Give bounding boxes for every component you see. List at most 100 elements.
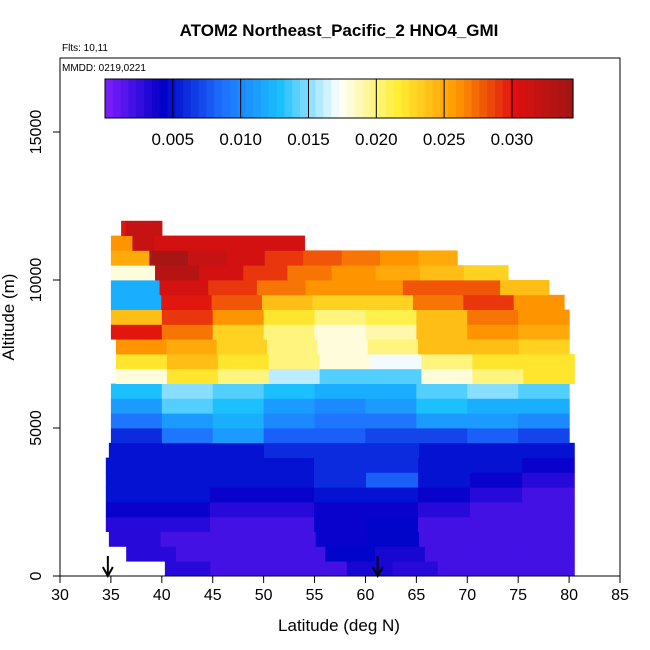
curtain-cell xyxy=(212,309,265,325)
colorbar-segment xyxy=(284,79,293,118)
curtain-cell xyxy=(366,516,419,532)
curtain-cell xyxy=(212,398,265,414)
curtain-cell xyxy=(110,383,163,399)
curtain-cell xyxy=(157,472,211,488)
curtain-cell xyxy=(243,265,288,281)
curtain-cell xyxy=(467,398,519,414)
curtain-cell xyxy=(314,324,367,340)
colorbar-segment xyxy=(206,79,215,118)
curtain-cell xyxy=(110,413,163,429)
colorbar-segment xyxy=(183,79,192,118)
curtain-cell xyxy=(161,294,213,310)
curtain-cell xyxy=(209,457,263,473)
curtain-cell xyxy=(500,280,550,296)
curtain-cell xyxy=(209,487,263,503)
colorbar-tick-label: 0.005 xyxy=(152,130,195,149)
curtain-cell xyxy=(261,294,313,310)
curtain-cell xyxy=(419,442,472,458)
x-tick-label: 65 xyxy=(407,587,425,604)
curtain-cell xyxy=(132,235,155,251)
curtain-cell xyxy=(108,531,162,547)
curtain-cell xyxy=(317,339,369,355)
curtain-cell xyxy=(160,531,213,547)
curtain-cell xyxy=(255,561,302,577)
colorbar-segment xyxy=(385,79,395,118)
curtain-cell xyxy=(518,398,570,414)
curtain-cell xyxy=(149,250,189,266)
curtain-cell xyxy=(110,294,162,310)
curtain-cell xyxy=(346,561,393,577)
curtain-cell xyxy=(467,309,519,325)
colorbar-tick-label: 0.010 xyxy=(219,130,262,149)
colorbar-segment xyxy=(502,79,512,118)
curtain-cell xyxy=(105,487,159,503)
curtain-cell xyxy=(166,354,219,370)
curtain-cell xyxy=(367,339,419,355)
curtain-cell xyxy=(110,250,150,266)
curtain-cell xyxy=(105,502,159,518)
curtain-cell xyxy=(148,220,154,236)
curtain-cell xyxy=(161,383,214,399)
curtain-cell xyxy=(256,280,307,296)
curtain-cell xyxy=(139,220,145,236)
curtain-cell xyxy=(522,531,575,547)
curtain-cell xyxy=(380,250,420,266)
curtain-cell xyxy=(523,354,575,370)
curtain-cell xyxy=(126,546,177,562)
curtain-cell xyxy=(110,398,163,414)
curtain-cell xyxy=(314,398,367,414)
curtain-cell xyxy=(263,324,316,340)
colorbar-segment xyxy=(424,79,434,118)
curtain-cell xyxy=(143,220,149,236)
curtain-cell xyxy=(424,546,476,562)
curtain-cell xyxy=(365,309,417,325)
curtain-cell xyxy=(275,546,326,562)
curtain-cell xyxy=(313,516,367,532)
colorbar-segment xyxy=(229,79,239,118)
curtain-cell xyxy=(166,339,218,355)
colorbar-segment xyxy=(167,79,176,118)
curtain-cell xyxy=(116,339,167,355)
curtain-cell xyxy=(261,472,315,488)
colorbar-segment xyxy=(541,79,551,118)
colorbar-segment xyxy=(128,79,137,118)
curtain-cell xyxy=(157,502,211,518)
curtain-cell xyxy=(263,383,316,399)
curtain-cell xyxy=(418,250,458,266)
colorbar-segment xyxy=(448,79,457,118)
colorbar-segment xyxy=(144,79,153,118)
colorbar-segment xyxy=(549,79,558,118)
curtain-cell xyxy=(263,531,317,547)
curtain-cell xyxy=(419,265,465,281)
curtain-cell xyxy=(210,561,257,577)
curtain-cell xyxy=(522,442,575,458)
colorbar-segment xyxy=(190,79,200,118)
curtain-cell xyxy=(518,309,570,325)
colorbar-segment xyxy=(479,79,488,118)
curtain-cell xyxy=(161,324,214,340)
curtain-cell xyxy=(175,546,227,562)
colorbar-segment xyxy=(409,79,418,118)
curtain-cell xyxy=(315,531,368,547)
curtain-cell xyxy=(472,368,524,384)
curtain-cell xyxy=(116,354,168,370)
dates-label: MMDD: 0219,0221 xyxy=(62,63,146,74)
curtain-cell xyxy=(267,339,318,355)
curtain-cell xyxy=(416,324,468,340)
curtain-cell xyxy=(392,561,439,577)
x-tick-label: 75 xyxy=(509,587,527,604)
curtain-cell xyxy=(209,516,263,532)
colorbar-segment xyxy=(136,79,145,118)
chart-title: ATOM2 Northeast_Pacific_2 HNO4_GMI xyxy=(180,21,499,40)
colorbar-segment xyxy=(487,79,496,118)
curtain-cell xyxy=(418,516,471,532)
curtain-cell xyxy=(211,294,263,310)
colorbar: 0.005 0.010 0.015 0.020 0.025 0.030 xyxy=(104,78,574,149)
curtain-cell xyxy=(314,428,367,444)
colorbar-segment xyxy=(261,79,270,118)
curtain-cell xyxy=(217,368,270,384)
curtain-cell xyxy=(212,383,265,399)
curtain-cell xyxy=(468,339,520,355)
colorbar-segment xyxy=(315,79,324,118)
colorbar-segment xyxy=(339,79,348,118)
